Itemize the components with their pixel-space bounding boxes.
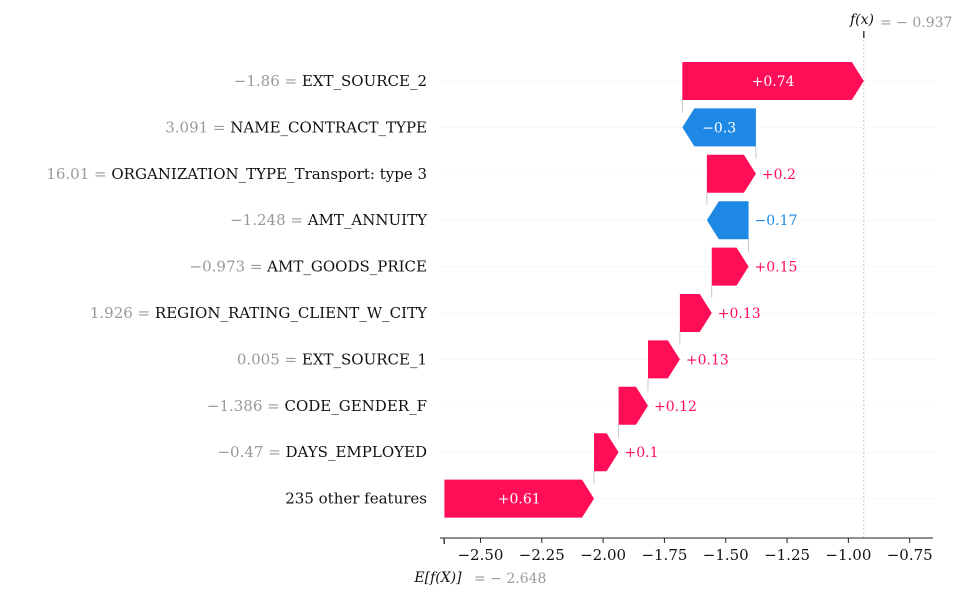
grid-lines <box>440 80 933 500</box>
x-tick-label: −1.00 <box>825 546 871 564</box>
feature-name: DAYS_EMPLOYED <box>286 443 427 461</box>
value-annotations: f(x) = − 0.937 E[f(X)] = − 2.648 <box>413 12 952 587</box>
bars: +0.74 −0.3 +0.2 −0.17 +0.15 +0.13 +0.13 +0.12 +0… <box>444 62 864 518</box>
x-tick-label: −1.50 <box>703 546 749 564</box>
feature-label: −1.248 = AMT_ANNUITY <box>230 211 428 229</box>
feature-value: −1.386 = <box>207 397 285 415</box>
x-tick-label: −2.00 <box>580 546 626 564</box>
feature-value: −0.973 = <box>190 258 268 276</box>
x-tick-label: −1.75 <box>641 546 687 564</box>
feature-label: 3.091 = NAME_CONTRACT_TYPE <box>165 118 427 136</box>
bar-value-label: +0.13 <box>718 306 761 322</box>
feature-value: −1.86 = <box>234 72 302 90</box>
bar-value-label: +0.74 <box>752 74 795 90</box>
bar-positive <box>706 154 756 193</box>
bar-value-label: +0.13 <box>686 352 729 368</box>
bar-positive <box>711 247 749 286</box>
bar-positive <box>594 433 619 472</box>
feature-name: 235 other features <box>285 490 427 508</box>
x-tick-label: −1.25 <box>764 546 810 564</box>
bar-value-label: +0.15 <box>755 260 798 276</box>
feature-value: 0.005 = <box>237 350 302 368</box>
feature-label: 235 other features <box>285 490 427 508</box>
bar-value-label: +0.12 <box>654 399 697 415</box>
bar-positive <box>647 340 680 379</box>
x-tick-label: −2.25 <box>519 546 565 564</box>
bar-value-label: +0.2 <box>762 167 796 183</box>
bar-positive <box>679 294 712 332</box>
feature-label: 16.01 = ORGANIZATION_TYPE_Transport: typ… <box>46 165 427 183</box>
feature-name: REGION_RATING_CLIENT_W_CITY <box>155 304 428 322</box>
base-label: E[f(X)] <box>413 570 462 586</box>
bar-positive <box>444 479 595 518</box>
feature-value: −1.248 = <box>230 211 308 229</box>
feature-labels: −1.86 = EXT_SOURCE_2 3.091 = NAME_CONTRAC… <box>46 72 428 508</box>
x-axis: −2.50 −2.25 −2.00 −1.75 −1.50 −1.25 −1.00 −0.75 <box>440 537 933 564</box>
output-label: f(x) <box>849 12 874 28</box>
feature-label: −1.386 = CODE_GENDER_F <box>207 397 427 415</box>
x-tick-label: −0.75 <box>887 546 933 564</box>
feature-label: 1.926 = REGION_RATING_CLIENT_W_CITY <box>90 304 428 322</box>
bar-value-label: +0.61 <box>498 492 541 508</box>
feature-value: 3.091 = <box>165 118 230 136</box>
bar-negative <box>682 108 756 147</box>
feature-name: AMT_GOODS_PRICE <box>266 258 427 276</box>
feature-label: −1.86 = EXT_SOURCE_2 <box>234 72 427 90</box>
bar-value-label: +0.1 <box>625 445 659 461</box>
bar-value-label: −0.3 <box>702 120 736 136</box>
bar-positive <box>618 386 648 425</box>
bar-negative <box>706 201 749 240</box>
feature-value: −0.47 = <box>217 443 285 461</box>
feature-value: 16.01 = <box>46 165 111 183</box>
feature-label: −0.973 = AMT_GOODS_PRICE <box>190 258 427 276</box>
feature-name: CODE_GENDER_F <box>285 397 428 415</box>
base-value: = − 2.648 <box>474 571 546 587</box>
feature-name: ORGANIZATION_TYPE_Transport: type 3 <box>111 165 427 183</box>
feature-label: 0.005 = EXT_SOURCE_1 <box>237 350 427 368</box>
bar-positive <box>682 62 864 100</box>
feature-label: −0.47 = DAYS_EMPLOYED <box>217 443 427 461</box>
feature-name: EXT_SOURCE_2 <box>302 72 427 90</box>
x-tick-label: −2.50 <box>457 546 503 564</box>
feature-name: NAME_CONTRACT_TYPE <box>230 118 427 136</box>
feature-name: AMT_ANNUITY <box>307 211 428 229</box>
feature-value: 1.926 = <box>90 304 155 322</box>
output-value: = − 0.937 <box>880 15 952 31</box>
feature-name: EXT_SOURCE_1 <box>302 350 427 368</box>
bar-value-label: −0.17 <box>755 213 798 229</box>
reference-lines <box>443 31 865 544</box>
